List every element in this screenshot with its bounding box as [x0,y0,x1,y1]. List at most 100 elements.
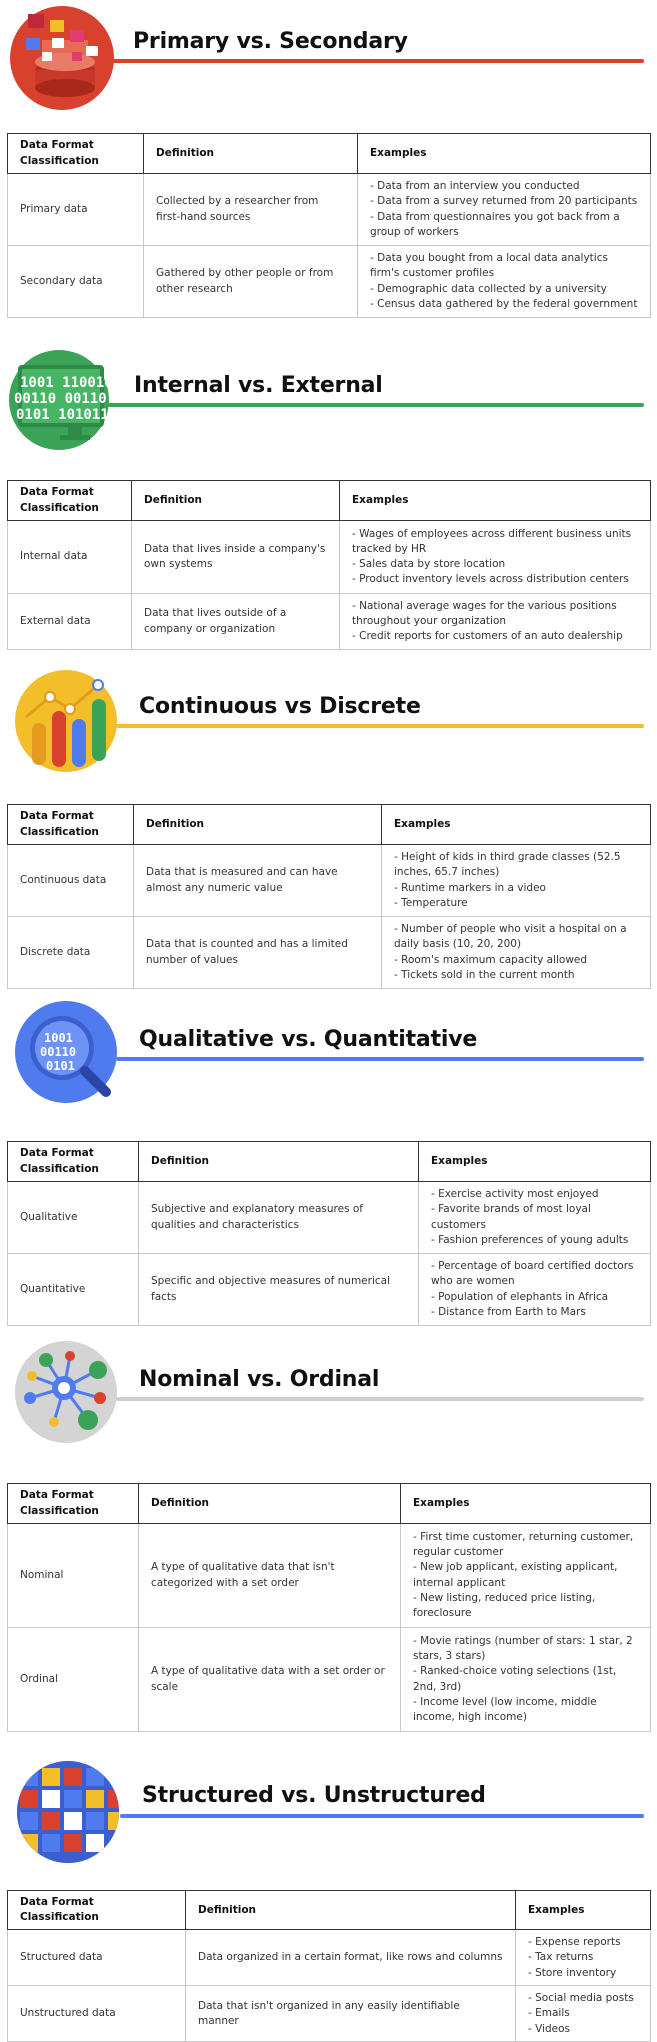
section-header: Primary vs. Secondary [0,0,657,110]
binary-magnifier-icon: 1001 00110 0101 [15,1001,117,1103]
table-row: Structured data Data organized in a cert… [7,1929,651,1987]
section-header: 1001 110010 00110 00110 0101 101011 Inte… [0,345,657,455]
example-item: - Fashion preferences of young adults [431,1233,629,1246]
column-header: Data Format Classification [7,1483,139,1524]
column-header: Definition [138,1141,419,1182]
section-divider [120,1814,644,1818]
section-header: Nominal vs. Ordinal [0,1340,657,1450]
column-header: Examples [515,1889,651,1931]
column-header: Examples [400,1483,651,1524]
example-item: - Videos [528,2022,571,2035]
svg-text:0101: 0101 [46,1059,75,1073]
classification-cell: Ordinal [7,1627,139,1732]
example-item: - New job applicant, existing applicant,… [413,1561,618,1589]
examples-cell: - Movie ratings (number of stars: 1 star… [400,1627,651,1732]
section-title: Nominal vs. Ordinal [139,1367,380,1392]
section-divider [108,403,644,407]
example-item: - Demographic data collected by a univer… [370,282,607,295]
definition-cell: A type of qualitative data with a set or… [138,1627,401,1732]
table-row: Primary data Collected by a researcher f… [7,173,651,246]
example-item: - Tax returns [528,1951,594,1964]
example-item: - Runtime markers in a video [394,881,546,894]
column-header: Data Format Classification [7,1889,186,1931]
example-item: - Store inventory [528,1966,617,1979]
column-header: Definition [138,1483,401,1524]
table-header-row: Data Format Classification Definition Ex… [7,1141,651,1182]
classification-cell: Internal data [7,520,132,594]
definition-cell: Data that lives outside of a company or … [131,593,340,650]
database-icon [10,6,114,110]
definition-cell: Data organized in a certain format, like… [185,1929,516,1987]
example-item: - Temperature [394,896,468,909]
table-row: Nominal A type of qualitative data that … [7,1523,651,1628]
table-header-row: Data Format Classification Definition Ex… [7,480,651,521]
column-header: Examples [339,480,651,521]
column-header: Data Format Classification [7,480,132,521]
table-row: Qualitative Subjective and explanatory m… [7,1181,651,1254]
table-row: Discrete data Data that is counted and h… [7,916,651,989]
column-header: Definition [143,133,358,174]
example-item: - Data from an interview you conducted [370,180,580,193]
column-header: Examples [418,1141,651,1182]
example-item: - Census data gathered by the federal go… [370,297,638,310]
example-item: - Room's maximum capacity allowed [394,953,588,966]
example-item: - Exercise activity most enjoyed [431,1188,599,1201]
definition-cell: Data that is counted and has a limited n… [133,916,382,989]
classification-cell: Continuous data [7,844,134,917]
svg-text:1001: 1001 [44,1031,73,1045]
example-item: - National average wages for the various… [352,599,617,627]
section-title: Qualitative vs. Quantitative [139,1027,478,1052]
table-row: External data Data that lives outside of… [7,593,651,650]
grid-icon [17,1761,119,1863]
example-item: - Social media posts [528,1992,634,2005]
table-row: Secondary data Gathered by other people … [7,245,651,318]
section-title: Continuous vs Discrete [139,694,421,719]
definition-cell: Specific and objective measures of numer… [138,1253,419,1326]
classification-cell: Discrete data [7,916,134,989]
binary-monitor-icon: 1001 110010 00110 00110 0101 101011 [9,350,110,450]
bar-chart-icon [15,670,117,772]
examples-cell: - Expense reports - Tax returns - Store … [515,1929,651,1987]
section-title: Structured vs. Unstructured [142,1783,486,1808]
example-item: - Tickets sold in the current month [394,968,575,981]
svg-text:00110: 00110 [40,1045,76,1059]
section-header: Structured vs. Unstructured [0,1748,657,1863]
svg-text:1001 110010: 1001 110010 [20,375,110,391]
examples-cell: - Wages of employees across different bu… [339,520,651,594]
example-item: - Credit reports for customers of an aut… [352,630,623,643]
table-row: Internal data Data that lives inside a c… [7,520,651,594]
examples-cell: - Exercise activity most enjoyed - Favor… [418,1181,651,1254]
example-item: - Product inventory levels across distri… [352,573,629,586]
example-item: - Number of people who visit a hospital … [394,923,627,951]
example-item: - Data from a survey returned from 20 pa… [370,195,638,208]
table-row: Unstructured data Data that isn't organi… [7,1985,651,2042]
column-header: Data Format Classification [7,804,134,845]
section-divider [116,1057,644,1061]
example-item: - Data you bought from a local data anal… [370,252,608,280]
section-divider [116,1397,644,1401]
classification-cell: Primary data [7,173,144,246]
svg-text:00110 00110: 00110 00110 [14,391,107,407]
examples-cell: - Percentage of board certified doctors … [418,1253,651,1326]
definition-cell: Data that is measured and can have almos… [133,844,382,917]
examples-cell: - Social media posts - Emails - Videos [515,1985,651,2042]
section-header: 1001 00110 0101 Qualitative vs. Quantita… [0,1000,657,1110]
column-header: Definition [133,804,382,845]
example-item: - First time customer, returning custome… [413,1530,634,1559]
example-item: - Population of elephants in Africa [431,1290,609,1303]
network-icon [15,1341,117,1443]
example-item: - Height of kids in third grade classes … [394,851,621,879]
column-header: Definition [131,480,340,521]
table-header-row: Data Format Classification Definition Ex… [7,1889,651,1931]
section-divider [116,724,644,728]
column-header: Data Format Classification [7,133,144,174]
table-row: Ordinal A type of qualitative data with … [7,1627,651,1732]
classification-cell: Nominal [7,1523,139,1628]
examples-cell: - Number of people who visit a hospital … [381,916,651,989]
example-item: - Expense reports [528,1936,621,1949]
classification-cell: Structured data [7,1929,186,1987]
example-item: - New listing, reduced price listing, fo… [413,1591,596,1619]
examples-cell: - Height of kids in third grade classes … [381,844,651,917]
table-header-row: Data Format Classification Definition Ex… [7,1483,651,1524]
classification-cell: Quantitative [7,1253,139,1326]
